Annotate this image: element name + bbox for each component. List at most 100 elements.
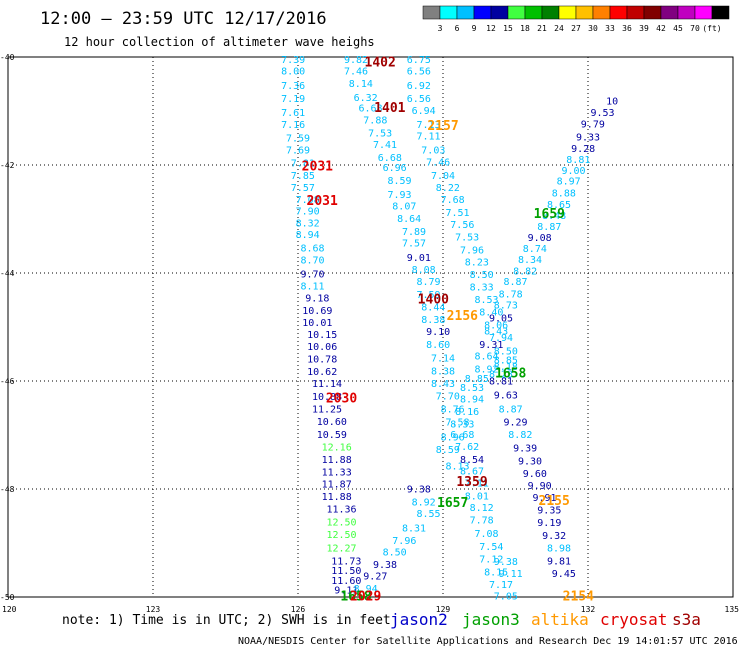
wave-height-value: 10 [606, 96, 618, 107]
legend-swatch [558, 5, 577, 20]
pass-time-label: 1359 [456, 475, 487, 490]
wave-height-value: 8.22 [436, 183, 460, 194]
wave-height-value: 9.11 [499, 569, 523, 580]
wave-height-value: 9.60 [523, 469, 547, 480]
wave-height-value: 10.06 [307, 342, 337, 353]
wave-height-value: 9.00 [561, 166, 585, 177]
pass-time-label: 1401 [374, 101, 405, 116]
pass-time-label: 2031 [307, 194, 338, 209]
wave-height-value: 8.14 [349, 79, 373, 90]
wave-height-value: 8.53 [474, 295, 498, 306]
wave-height-value: 8.60 [426, 340, 450, 351]
pass-time-label: 1659 [534, 207, 565, 222]
satellite-legend-jason3: jason3 [462, 610, 520, 629]
legend-label: (ft) [702, 24, 721, 33]
wave-height-value: 9.45 [552, 569, 576, 580]
x-tick-label: 135 [725, 605, 740, 614]
wave-height-value: 6.68 [358, 103, 382, 114]
wave-height-value: 7.62 [455, 442, 479, 453]
wave-height-value: 8.01 [465, 492, 489, 503]
wave-height-value: 9.31 [479, 340, 503, 351]
wave-height-value: 7.11 [465, 479, 489, 490]
wave-height-value: 8.81 [489, 377, 513, 388]
wave-height-value: 8.12 [470, 503, 494, 514]
wave-height-value: 7.41 [373, 140, 397, 151]
wave-height-value: 8.87 [499, 405, 523, 416]
wave-height-value: 8.96 [441, 433, 465, 444]
legend-label: 21 [537, 24, 547, 33]
color-legend: 3 6 9 12 15 18 21 24 27 30 33 36 39 42 45 70 (ft) [422, 5, 730, 33]
wave-height-value: 8.33 [470, 283, 494, 294]
legend-swatch [711, 5, 730, 20]
legend-swatch [473, 5, 492, 20]
wave-height-value: 6.68 [450, 430, 474, 441]
pass-time-label: 1658 [340, 589, 371, 604]
satellite-legend: jason2 jason3 altika cryosat s3a [390, 610, 701, 629]
wave-height-value: 8.38 [421, 315, 445, 326]
pass-time-label: 2155 [539, 494, 570, 509]
wave-height-value: 8.34 [518, 255, 542, 266]
wave-height-value: 8.11 [300, 282, 324, 293]
wave-height-value: 7.46 [344, 67, 368, 78]
grid [8, 57, 733, 597]
wave-height-value: 11.50 [331, 566, 361, 577]
wave-height-value: 7.54 [479, 542, 503, 553]
legend-label: 18 [520, 24, 530, 33]
wave-height-value: 8.07 [392, 202, 416, 213]
wave-height-value: 7.51 [445, 208, 469, 219]
wave-height-value: 7.14 [431, 353, 455, 364]
credit-line: NOAA/NESDIS Center for Satellite Applica… [238, 636, 738, 647]
wave-height-value: 8.65 [547, 200, 571, 211]
wave-height-value: 7.90 [296, 206, 320, 217]
wave-height-value: 8.85 [494, 355, 518, 366]
legend-swatch [524, 5, 543, 20]
wave-height-value: 11.36 [326, 505, 356, 516]
wave-height-value: 8.50 [494, 346, 518, 357]
wave-height-value: 6.75 [407, 55, 431, 66]
y-tick-label: -44 [0, 269, 15, 278]
wave-height-value: 7.59 [416, 290, 440, 301]
legend-label: 6 [455, 24, 460, 33]
pass-time-label: 2030 [326, 392, 357, 407]
wave-height-value: 11.33 [322, 467, 352, 478]
legend-swatch [422, 5, 441, 20]
legend-swatch [456, 5, 475, 20]
wave-height-value: 9.53 [590, 108, 614, 119]
legend-label: 45 [673, 24, 683, 33]
legend-swatch [660, 5, 679, 20]
wave-height-value: 8.55 [416, 509, 440, 520]
wave-height-value: 8.48 [542, 211, 566, 222]
wave-height-value: 9.05 [489, 313, 513, 324]
axis-ticks: 120 123 126 129 132 135 -40 -42 -44 -46 -48 -50 [0, 53, 739, 614]
wave-height-value: 8.59 [387, 176, 411, 187]
wave-height-value: 8.97 [557, 177, 581, 188]
wave-height-value: 6.94 [412, 106, 436, 117]
pass-time-label: 2157 [427, 119, 458, 134]
wave-height-value: 8.23 [489, 370, 513, 381]
footnote: note: 1) Time is in UTC; 2) SWH is in fe… [62, 613, 391, 628]
y-tick-label: -48 [0, 485, 15, 494]
wave-height-value: 8.23 [465, 258, 489, 269]
legend-label: 39 [639, 24, 649, 33]
legend-swatch [626, 5, 645, 20]
legend-label: 42 [656, 24, 666, 33]
wave-height-value: 7.13 [416, 120, 440, 131]
wave-height-value: 8.88 [552, 189, 576, 200]
wave-height-value: 7.58 [445, 418, 469, 429]
wave-height-value: 8.53 [460, 383, 484, 394]
wave-height-value: 8.68 [300, 244, 324, 255]
wave-height-value: 9.38 [494, 557, 518, 568]
wave-height-value: 11.25 [312, 405, 342, 416]
x-tick-label: 123 [146, 605, 161, 614]
wave-height-value: 8.50 [383, 548, 407, 559]
wave-height-value: 7.04 [431, 171, 455, 182]
wave-height-value: 7.81 [291, 158, 315, 169]
wave-height-value: 8.15 [484, 568, 508, 579]
wave-height-value: 8.94 [460, 394, 484, 405]
wave-height-value: 8.98 [547, 543, 571, 554]
wave-height-value: 6.96 [383, 163, 407, 174]
pass-time-label: 2156 [447, 309, 478, 324]
x-tick-label: 132 [581, 605, 596, 614]
legend-label: 9 [472, 24, 477, 33]
